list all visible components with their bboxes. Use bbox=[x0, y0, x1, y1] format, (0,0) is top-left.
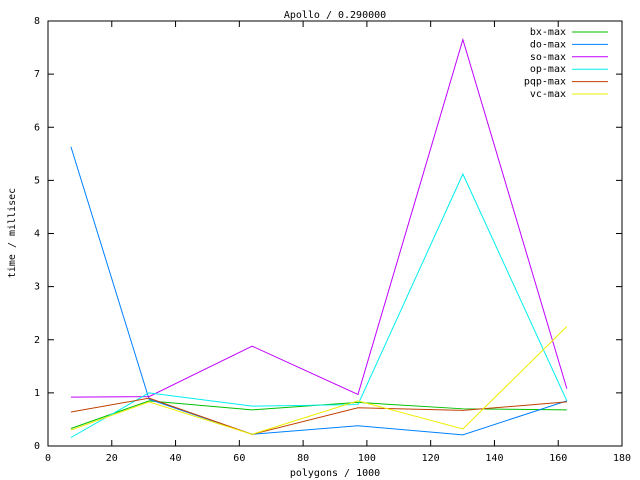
legend-label: do-max bbox=[530, 39, 566, 50]
legend-label: pqp-max bbox=[524, 77, 566, 88]
x-axis-label: polygons / 1000 bbox=[290, 468, 380, 479]
y-tick-label: 4 bbox=[34, 229, 40, 240]
x-tick-label: 40 bbox=[170, 453, 182, 464]
series-line bbox=[70, 326, 568, 435]
x-tick-label: 100 bbox=[358, 453, 376, 464]
legend-label: so-max bbox=[530, 52, 566, 63]
x-tick-label: 180 bbox=[613, 453, 631, 464]
series-line bbox=[70, 146, 567, 436]
legend-label: vc-max bbox=[530, 89, 566, 100]
legend-label: op-max bbox=[530, 64, 566, 75]
y-axis-label: time / millisec bbox=[7, 188, 18, 278]
y-tick-label: 1 bbox=[34, 388, 40, 399]
series-line bbox=[70, 37, 568, 398]
x-tick-label: 120 bbox=[422, 453, 440, 464]
x-tick-label: 60 bbox=[233, 453, 245, 464]
y-tick-label: 0 bbox=[34, 441, 40, 452]
y-tick-label: 7 bbox=[34, 69, 40, 80]
y-tick-label: 5 bbox=[34, 175, 40, 186]
x-tick-label: 140 bbox=[485, 453, 503, 464]
x-tick-label: 80 bbox=[297, 453, 309, 464]
x-tick-label: 20 bbox=[106, 453, 118, 464]
legend-label: bx-max bbox=[530, 27, 566, 38]
series-line bbox=[70, 397, 567, 435]
y-tick-label: 2 bbox=[34, 335, 40, 346]
chart-title: Apollo / 0.290000 bbox=[284, 10, 386, 21]
series-line bbox=[70, 172, 568, 438]
y-tick-label: 8 bbox=[34, 16, 40, 27]
y-tick-label: 3 bbox=[34, 282, 40, 293]
x-tick-label: 160 bbox=[549, 453, 567, 464]
y-tick-label: 6 bbox=[34, 122, 40, 133]
x-tick-label: 0 bbox=[45, 453, 51, 464]
